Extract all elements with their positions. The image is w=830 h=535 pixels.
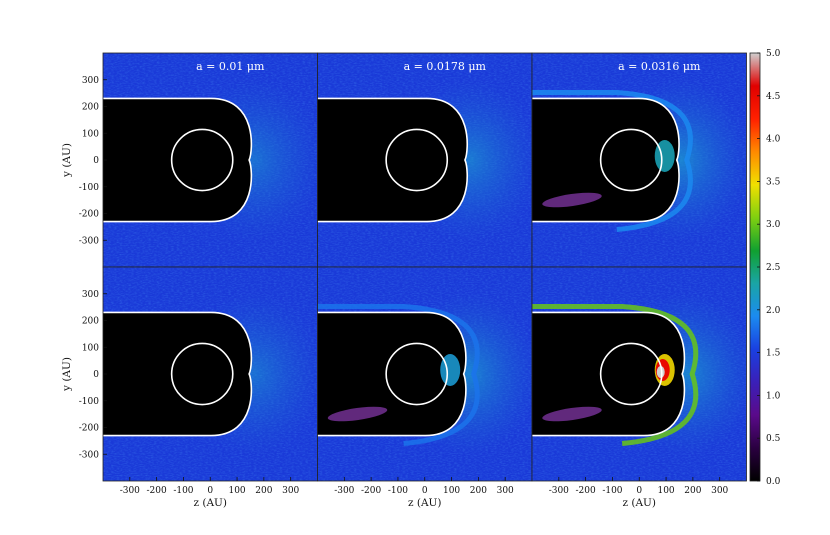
panels-group: a = 0.01 μm a = 0.0178 μm a = 0.0316 μm [102, 52, 747, 482]
colorbar-tick-label: 0.5 [766, 434, 781, 444]
x-tick-label: -100 [602, 486, 622, 496]
cavity-streak [327, 406, 388, 422]
x-tick-label: 100 [228, 486, 245, 496]
hot-spot-peak [656, 365, 665, 378]
y-tick-label: 0 [93, 370, 99, 380]
panel-1-0 [102, 266, 318, 482]
enhancement-shell [317, 303, 480, 447]
x-tick-label: 200 [255, 486, 272, 496]
x-tick-label: 0 [422, 486, 428, 496]
inner-boundary-circle [385, 342, 449, 406]
inner-boundary-circle [170, 128, 234, 192]
x-tick-label: 300 [711, 486, 728, 496]
x-tick-label: 300 [497, 486, 514, 496]
inner-boundary-circle [170, 342, 234, 406]
y-tick-label: -200 [79, 424, 99, 434]
colorbar-tick-label: 1.5 [766, 349, 781, 359]
y-tick-label: 100 [82, 343, 99, 353]
x-tick-label: -100 [173, 486, 193, 496]
cavity-region [103, 97, 253, 223]
x-tick-label: 100 [443, 486, 460, 496]
panel-label: a = 0.0316 μm [618, 60, 701, 73]
x-tick-label: 200 [684, 486, 701, 496]
y-tick-label: 100 [82, 129, 99, 139]
cavity-streak [542, 406, 602, 422]
x-tick-label: -200 [147, 486, 167, 496]
x-tick-label: -300 [334, 486, 354, 496]
x-tick-label: -300 [549, 486, 569, 496]
x-tick-label: -200 [361, 486, 381, 496]
x-tick-label: 300 [282, 486, 299, 496]
x-axis-label: z (AU) [623, 497, 657, 509]
colorbar-tick-label: 2.0 [766, 306, 781, 316]
panel-label: a = 0.01 μm [196, 60, 265, 73]
x-tick-label: -100 [388, 486, 408, 496]
y-tick-label: -300 [79, 450, 99, 460]
y-tick-label: 300 [82, 290, 99, 300]
cavity-region [103, 311, 253, 437]
colorbar-tick-label: 2.5 [766, 263, 781, 273]
cavity-streak [542, 192, 602, 208]
y-tick-label: -100 [79, 183, 99, 193]
y-tick-label: 300 [82, 76, 99, 86]
y-tick-label: -200 [79, 210, 99, 220]
enhancement-shell [532, 89, 693, 233]
y-tick-label: 200 [82, 317, 99, 327]
y-axis-label: y (AU) [61, 143, 73, 178]
cavity-region [317, 311, 467, 437]
inner-boundary-circle [599, 128, 663, 192]
cavity-region [317, 97, 469, 223]
panel-0-2: a = 0.0316 μm [531, 52, 747, 268]
x-tick-label: -300 [120, 486, 140, 496]
enhancement-shell [532, 303, 699, 447]
colorbar-tick-label: 3.5 [766, 177, 781, 187]
panel-1-1 [317, 266, 533, 482]
colorbar-tick-label: 3.0 [766, 220, 781, 230]
y-tick-label: -100 [79, 397, 99, 407]
y-tick-label: 200 [82, 103, 99, 113]
colorbar-tick-label: 5.0 [766, 49, 781, 59]
axes-group: -300 -200 -100 0 100 200 300 z (AU) -300 -200 -100… [61, 76, 729, 509]
cavity-region [532, 97, 680, 223]
panel-0-0: a = 0.01 μm [102, 52, 318, 268]
x-tick-label: 100 [657, 486, 674, 496]
colorbar: 0.0 0.5 1.0 1.5 2.0 2.5 3.0 3.5 4.0 4.5 5.0 [749, 49, 781, 487]
x-tick-label: 0 [207, 486, 213, 496]
panel-0-1: a = 0.0178 μm [317, 52, 533, 268]
colorbar-tick-label: 4.5 [766, 92, 781, 102]
x-tick-label: 200 [470, 486, 487, 496]
x-tick-label: 0 [636, 486, 642, 496]
x-axis-label: z (AU) [408, 497, 442, 509]
x-axis-label: z (AU) [194, 497, 228, 509]
colorbar-tick-label: 4.0 [766, 135, 781, 145]
x-tick-label: -200 [576, 486, 596, 496]
y-tick-label: -300 [79, 236, 99, 246]
cavity-region [532, 311, 686, 437]
colorbar-tick-label: 1.0 [766, 391, 781, 401]
colorbar-tick-label: 0.0 [766, 477, 781, 487]
inner-boundary-circle [385, 128, 449, 192]
panel-1-2 [531, 266, 747, 482]
panel-label: a = 0.0178 μm [404, 60, 487, 73]
y-tick-label: 0 [93, 156, 99, 166]
y-axis-label: y (AU) [61, 357, 73, 392]
inner-boundary-circle [599, 342, 663, 406]
